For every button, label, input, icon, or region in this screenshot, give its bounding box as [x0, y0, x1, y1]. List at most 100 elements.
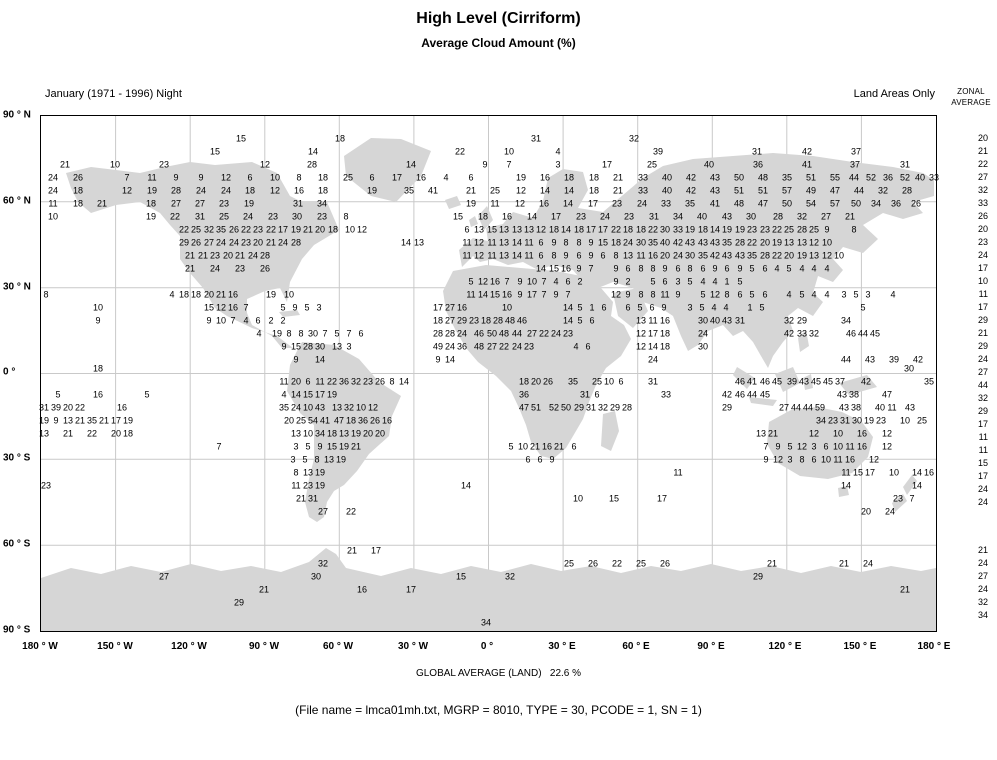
- map-value: 5: [700, 289, 706, 300]
- map-value: 46: [845, 328, 857, 339]
- map-value: 52: [899, 172, 911, 183]
- zonal-average-value: 11: [978, 432, 988, 442]
- map-value: 30: [307, 328, 319, 339]
- map-value: 9: [206, 315, 212, 326]
- land-australia: [767, 407, 873, 479]
- map-value: 13: [796, 237, 808, 248]
- map-value: 47: [757, 198, 769, 209]
- map-value: 10: [888, 467, 900, 478]
- map-value: 23: [234, 263, 246, 274]
- map-value: 29: [178, 237, 190, 248]
- map-value: 5: [334, 328, 340, 339]
- map-value: 6: [585, 341, 591, 352]
- map-value: 3: [687, 302, 693, 313]
- map-value: 18: [588, 185, 600, 196]
- map-value: 43: [697, 237, 709, 248]
- lon-tick-label: 150 ° E: [843, 641, 877, 652]
- map-value: 23: [623, 211, 635, 222]
- map-value: 19: [38, 415, 50, 426]
- map-value: 11: [490, 198, 500, 209]
- map-value: 26: [910, 198, 922, 209]
- land-iceland: [445, 196, 461, 209]
- zonal-average-value: 10: [977, 276, 988, 286]
- map-value: 46: [759, 376, 771, 387]
- map-value: 44: [746, 389, 758, 400]
- map-value: 21: [529, 441, 541, 452]
- map-value: 6: [464, 224, 470, 235]
- map-value: 20: [62, 402, 74, 413]
- map-value: 12: [635, 341, 647, 352]
- map-value: 4: [712, 276, 718, 287]
- lon-tick-label: 120 ° W: [171, 641, 207, 652]
- map-value: 20: [530, 376, 542, 387]
- map-value: 6: [468, 172, 474, 183]
- map-value: 33: [660, 389, 672, 400]
- map-value: 36: [518, 389, 530, 400]
- map-value: 44: [511, 328, 523, 339]
- map-value: 54: [805, 198, 817, 209]
- map-value: 22: [326, 376, 338, 387]
- map-value: 33: [672, 224, 684, 235]
- map-value: 23: [209, 250, 221, 261]
- zonal-average-value: 17: [977, 419, 988, 429]
- map-value: 4: [555, 146, 561, 157]
- map-value: 29: [456, 315, 468, 326]
- map-value: 14: [562, 198, 574, 209]
- map-value: 41: [746, 376, 758, 387]
- map-value: 4: [890, 289, 896, 300]
- zonal-average-value: 17: [977, 263, 988, 273]
- map-value: 12: [220, 172, 232, 183]
- map-value: 13: [783, 237, 795, 248]
- zonal-average-value: 11: [978, 445, 988, 455]
- map-value: 19: [465, 198, 477, 209]
- map-value: 43: [709, 185, 721, 196]
- map-value: 12: [215, 302, 227, 313]
- map-value: 17: [526, 289, 538, 300]
- map-value: 19: [684, 224, 696, 235]
- map-value: 57: [781, 185, 793, 196]
- map-value: 14: [307, 146, 319, 157]
- lat-tick-label: 60 ° N: [3, 195, 31, 207]
- map-value: 13: [62, 415, 74, 426]
- map-value: 4: [723, 302, 729, 313]
- map-value: 10: [355, 402, 367, 413]
- map-value: 14: [290, 389, 302, 400]
- map-value: 26: [72, 172, 84, 183]
- map-value: 24: [215, 237, 227, 248]
- map-value: 18: [92, 363, 104, 374]
- map-value: 6: [662, 276, 668, 287]
- map-value: 45: [771, 376, 783, 387]
- map-value: 5: [302, 454, 308, 465]
- map-value: 14: [526, 211, 538, 222]
- map-value: 30: [903, 363, 915, 374]
- map-value: 42: [709, 250, 721, 261]
- map-value: 18: [635, 224, 647, 235]
- map-value: 43: [864, 354, 876, 365]
- map-value: 30: [291, 211, 303, 222]
- map-value: 4: [811, 289, 817, 300]
- map-value: 11: [315, 376, 325, 387]
- map-value: 35: [721, 237, 733, 248]
- map-value: 14: [840, 480, 852, 491]
- map-value: 15: [290, 341, 302, 352]
- map-value: 18: [622, 224, 634, 235]
- map-value: 26: [369, 415, 381, 426]
- map-value: 28: [772, 211, 784, 222]
- map-value: 5: [144, 389, 150, 400]
- map-value: 14: [460, 480, 472, 491]
- map-value: 27: [158, 571, 170, 582]
- map-value: 7: [506, 159, 512, 170]
- map-value: 26: [228, 224, 240, 235]
- map-value: 59: [814, 402, 826, 413]
- map-value: 37: [849, 159, 861, 170]
- map-value: 30: [310, 571, 322, 582]
- map-value: 8: [650, 289, 656, 300]
- map-value: 22: [610, 224, 622, 235]
- map-value: 17: [656, 493, 668, 504]
- map-value: 10: [501, 302, 513, 313]
- map-value: 12: [709, 289, 721, 300]
- zonal-average-value: 27: [977, 571, 988, 581]
- map-value: 8: [638, 289, 644, 300]
- map-value: 17: [314, 389, 326, 400]
- map-value: 48: [733, 198, 745, 209]
